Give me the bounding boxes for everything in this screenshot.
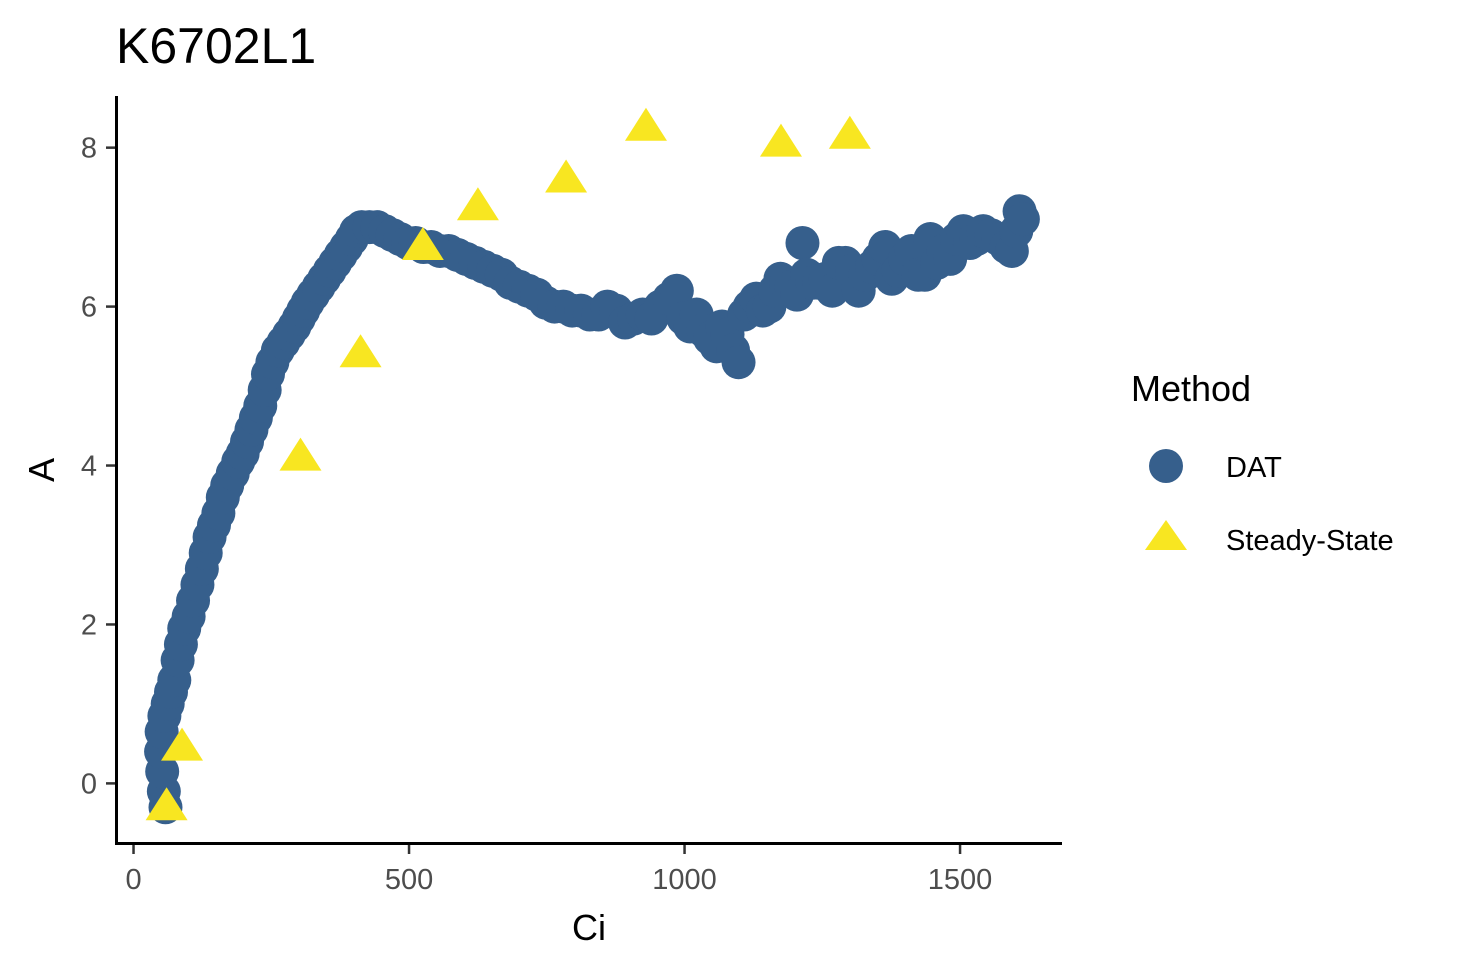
- x-tick-label: 1500: [928, 864, 993, 896]
- dat-point: [721, 345, 756, 380]
- chart-title: K6702L1: [116, 18, 316, 74]
- x-tick-label: 1000: [652, 864, 717, 896]
- steady-state-point: [339, 334, 382, 368]
- steady-state-point: [624, 107, 667, 141]
- legend-label-steady-state: Steady-State: [1226, 525, 1394, 557]
- steady-state-point: [545, 159, 588, 193]
- legend-key-dat: [1149, 449, 1183, 483]
- steady-state-point: [828, 115, 871, 149]
- steady-state-point: [456, 187, 499, 221]
- y-ticks: 0 2 4 6 8: [81, 133, 115, 800]
- steady-state-point: [145, 787, 188, 821]
- x-tick-label: 500: [385, 864, 433, 896]
- legend-label-dat: DAT: [1226, 452, 1282, 484]
- legend: Method DAT Steady-State: [1131, 368, 1394, 557]
- steady-state-point: [759, 123, 802, 157]
- x-axis-title: Ci: [572, 907, 606, 948]
- dat-point: [785, 226, 820, 261]
- y-tick-label: 4: [81, 451, 97, 483]
- x-ticks: 0 500 1000 1500: [125, 845, 992, 896]
- y-tick-label: 2: [81, 609, 97, 641]
- steady-state-point: [401, 226, 444, 260]
- x-tick-label: 0: [125, 864, 141, 896]
- steady-state-point: [279, 437, 322, 471]
- y-tick-label: 0: [81, 768, 97, 800]
- y-tick-label: 8: [81, 133, 97, 165]
- legend-title: Method: [1131, 368, 1251, 409]
- steady-state-point: [161, 727, 204, 761]
- y-axis-title: A: [21, 458, 62, 482]
- y-tick-label: 6: [81, 292, 97, 324]
- legend-key-steady-state: [1145, 520, 1187, 550]
- dat-point: [659, 273, 694, 308]
- axes: 0 500 1000 1500 0 2 4 6 8: [81, 96, 1062, 896]
- dat-point: [1005, 202, 1040, 237]
- plot-area: [144, 107, 1040, 825]
